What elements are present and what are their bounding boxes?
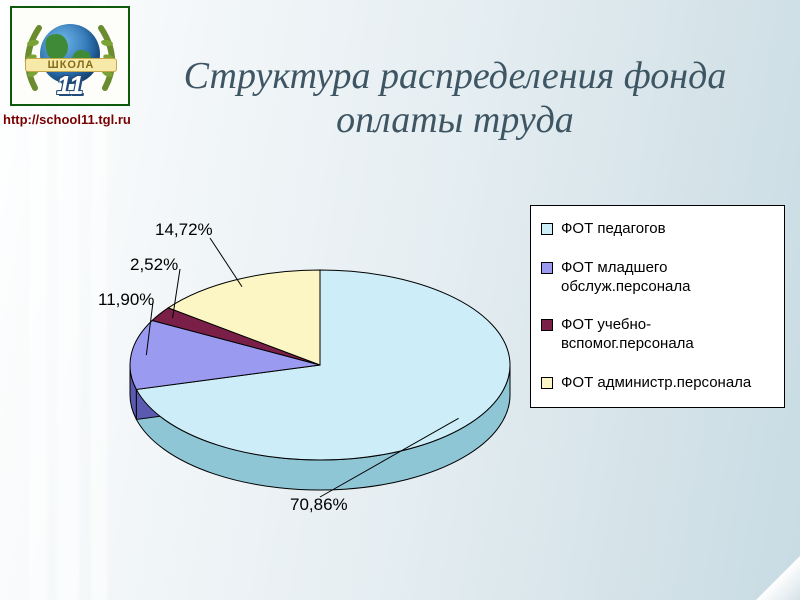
page-curl-icon [756, 556, 800, 600]
slice-label-admin: 14,72% [155, 220, 213, 240]
slide-title: Структура распределения фонда оплаты тру… [150, 55, 760, 142]
pie-chart: 14,72% 2,52% 11,90% 70,86% [70, 195, 520, 515]
legend-label: ФОТ педагогов [561, 220, 666, 239]
logo-number: 11 [23, 70, 117, 101]
legend-item: ФОТ администр.персонала [541, 374, 774, 393]
logo-url: http://school11.tgl.ru [3, 112, 131, 127]
legend-item: ФОТ учебно-вспомог.персонала [541, 316, 774, 354]
legend-item: ФОТ педагогов [541, 220, 774, 239]
legend-swatch [541, 223, 553, 235]
legend-label: ФОТ младшего обслуж.персонала [561, 259, 774, 297]
school-logo: ШКОЛА 11 [10, 6, 130, 106]
legend-label: ФОТ администр.персонала [561, 374, 751, 393]
logo-graphic: ШКОЛА 11 [23, 18, 117, 94]
slice-label-junior: 11,90% [98, 290, 154, 310]
slice-label-aux: 2,52% [130, 255, 178, 275]
slice-label-teachers: 70,86% [290, 495, 348, 515]
legend-swatch [541, 262, 553, 274]
legend-swatch [541, 319, 553, 331]
slide: ШКОЛА 11 http://school11.tgl.ru Структур… [0, 0, 800, 600]
legend-swatch [541, 377, 553, 389]
legend-label: ФОТ учебно-вспомог.персонала [561, 316, 774, 354]
legend-item: ФОТ младшего обслуж.персонала [541, 259, 774, 297]
pie-chart-svg [70, 195, 520, 515]
chart-legend: ФОТ педагогов ФОТ младшего обслуж.персон… [530, 205, 785, 408]
